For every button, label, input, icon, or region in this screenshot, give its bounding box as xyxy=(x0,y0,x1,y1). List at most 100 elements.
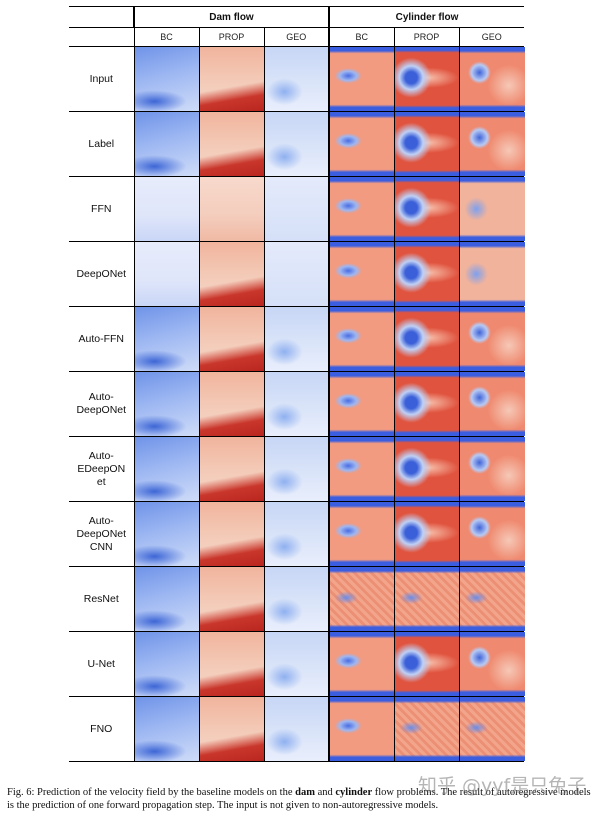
field-cell xyxy=(263,46,330,112)
row-label: Auto- DeepONet CNN xyxy=(69,501,134,567)
velocity-field-image xyxy=(199,242,265,306)
column-header: GEO xyxy=(263,27,329,47)
field-cell xyxy=(328,566,395,632)
field-cell xyxy=(263,176,330,242)
velocity-field-image xyxy=(134,697,200,761)
velocity-field-image xyxy=(134,177,200,241)
field-cell xyxy=(393,306,460,372)
caption-bold: dam xyxy=(295,787,315,798)
velocity-field-image xyxy=(134,567,200,631)
velocity-field-image xyxy=(394,177,460,241)
field-cell xyxy=(133,306,200,372)
velocity-field-image xyxy=(199,177,265,241)
table-row: Input xyxy=(69,46,525,112)
caption-text: and xyxy=(314,787,336,798)
velocity-field-image xyxy=(264,437,330,501)
field-cell xyxy=(133,501,200,567)
field-cell xyxy=(198,566,265,632)
velocity-field-image xyxy=(394,242,460,306)
column-header: GEO xyxy=(458,27,524,47)
table-row: Auto- EDeepON et xyxy=(69,436,525,502)
column-header: PROP xyxy=(393,27,459,47)
row-label: FFN xyxy=(69,176,134,242)
velocity-field-image xyxy=(264,112,330,176)
field-cell xyxy=(198,436,265,502)
field-cell xyxy=(458,566,525,632)
field-cell xyxy=(198,46,265,112)
field-cell xyxy=(133,371,200,437)
velocity-field-image xyxy=(459,177,525,241)
field-cell xyxy=(328,46,395,112)
field-cell xyxy=(198,631,265,697)
field-cell xyxy=(393,631,460,697)
velocity-field-image xyxy=(394,47,460,111)
velocity-field-image xyxy=(394,112,460,176)
field-cell xyxy=(133,436,200,502)
velocity-field-image xyxy=(394,437,460,501)
table-row: FFN xyxy=(69,176,525,242)
velocity-field-image xyxy=(199,112,265,176)
field-cell xyxy=(263,371,330,437)
field-cell xyxy=(393,501,460,567)
field-cell xyxy=(328,696,395,762)
field-cell xyxy=(328,631,395,697)
field-cell xyxy=(133,111,200,177)
velocity-field-image xyxy=(459,697,525,761)
field-cell xyxy=(458,696,525,762)
field-cell xyxy=(263,436,330,502)
velocity-field-image xyxy=(459,112,525,176)
caption-bold: cylinder xyxy=(335,787,373,798)
velocity-field-image xyxy=(459,307,525,371)
table-row: Label xyxy=(69,111,525,177)
velocity-field-image xyxy=(199,632,265,696)
velocity-field-image xyxy=(199,307,265,371)
velocity-field-image xyxy=(199,47,265,111)
velocity-field-image xyxy=(134,242,200,306)
velocity-field-image xyxy=(199,567,265,631)
row-label: DeepONet xyxy=(69,241,134,307)
field-cell xyxy=(328,436,395,502)
velocity-field-image xyxy=(264,697,330,761)
row-label: Label xyxy=(69,111,134,177)
field-cell xyxy=(133,241,200,307)
field-cell xyxy=(393,176,460,242)
field-cell xyxy=(393,111,460,177)
velocity-field-image xyxy=(134,307,200,371)
field-cell xyxy=(393,371,460,437)
velocity-field-image xyxy=(394,372,460,436)
velocity-field-image xyxy=(330,112,395,176)
field-cell xyxy=(263,501,330,567)
figure-caption: Fig. 6: Prediction of the velocity field… xyxy=(7,786,593,812)
velocity-field-image xyxy=(330,567,395,631)
velocity-field-image xyxy=(394,632,460,696)
column-header: BC xyxy=(133,27,199,47)
results-figure: Dam flow Cylinder flow BC PROP GEO BC PR… xyxy=(69,6,525,762)
row-label: U-Net xyxy=(69,631,134,697)
velocity-field-image xyxy=(199,437,265,501)
row-label: Auto-FFN xyxy=(69,306,134,372)
group-header-cylinder: Cylinder flow xyxy=(328,6,524,28)
velocity-field-image xyxy=(394,307,460,371)
field-cell xyxy=(458,241,525,307)
row-label: Auto- EDeepON et xyxy=(69,436,134,502)
table-row: FNO xyxy=(69,696,525,762)
field-cell xyxy=(198,111,265,177)
field-cell xyxy=(133,46,200,112)
velocity-field-image xyxy=(264,242,330,306)
field-cell xyxy=(458,371,525,437)
velocity-field-image xyxy=(199,697,265,761)
velocity-field-image xyxy=(330,502,395,566)
velocity-field-image xyxy=(459,632,525,696)
velocity-field-image xyxy=(264,177,330,241)
velocity-field-image xyxy=(134,632,200,696)
velocity-field-image xyxy=(330,177,395,241)
field-cell xyxy=(263,566,330,632)
velocity-field-image xyxy=(134,502,200,566)
field-cell xyxy=(133,566,200,632)
field-cell xyxy=(133,696,200,762)
field-cell xyxy=(393,46,460,112)
column-header: BC xyxy=(328,27,394,47)
velocity-field-image xyxy=(199,502,265,566)
field-cell xyxy=(458,306,525,372)
velocity-field-image xyxy=(264,502,330,566)
